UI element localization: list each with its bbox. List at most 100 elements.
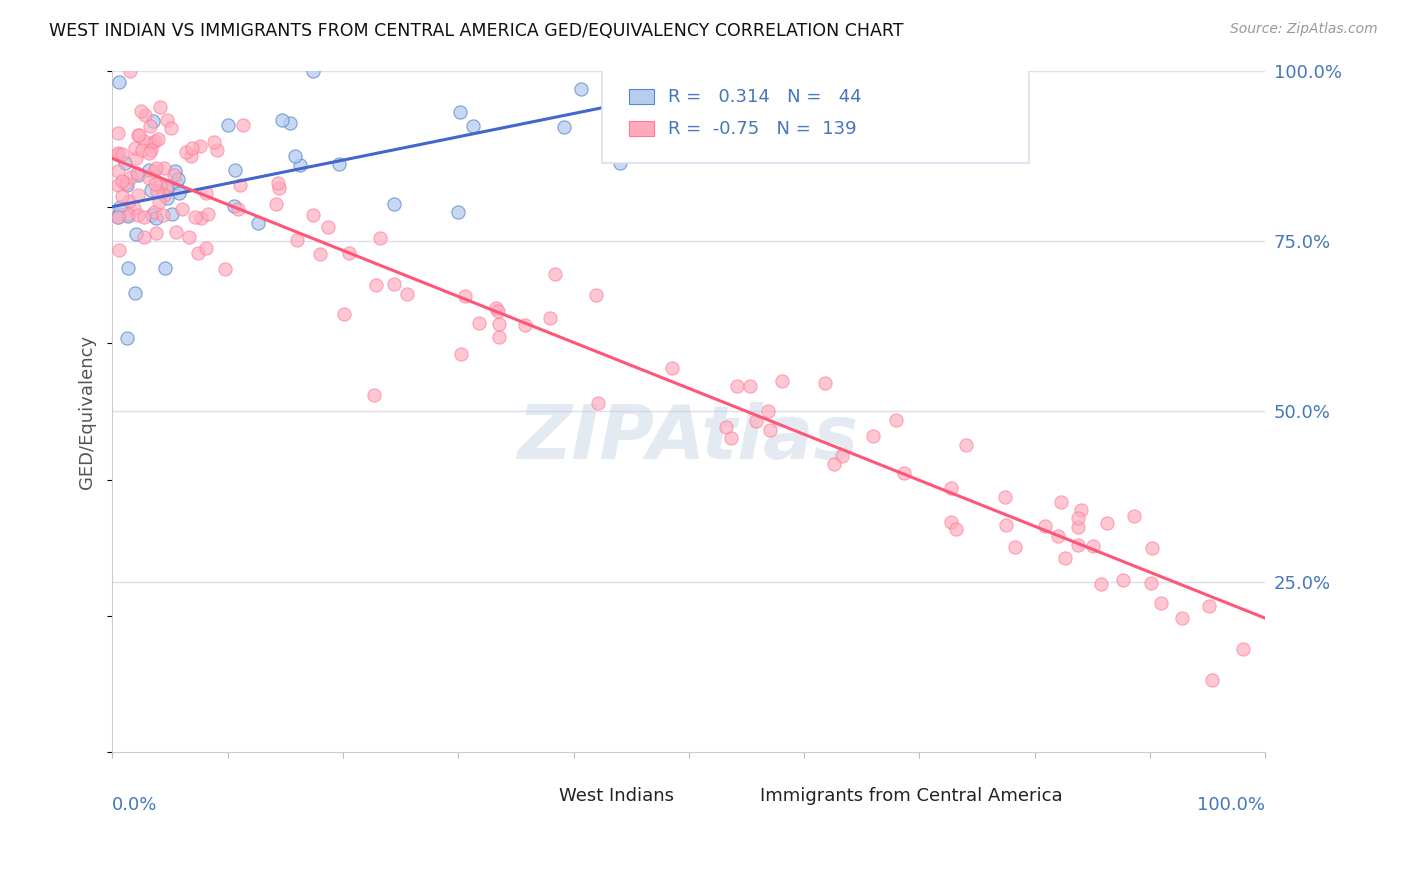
- Text: Immigrants from Central America: Immigrants from Central America: [761, 787, 1063, 805]
- Point: [117, 209, 139, 223]
- Point: [955, 438, 977, 452]
- Point: [117, 207, 139, 221]
- Point: [308, 246, 330, 260]
- Point: [122, 201, 145, 215]
- Point: [165, 225, 187, 239]
- Point: [488, 330, 510, 344]
- Point: [139, 120, 162, 134]
- Point: [194, 186, 217, 200]
- Point: [155, 180, 177, 194]
- Point: [339, 245, 361, 260]
- Point: [107, 163, 129, 178]
- Point: [467, 316, 489, 330]
- Point: [606, 92, 628, 106]
- Point: [214, 261, 236, 276]
- Point: [284, 148, 307, 162]
- Point: [1139, 575, 1161, 590]
- Point: [831, 449, 853, 463]
- Point: [1090, 577, 1112, 591]
- Point: [152, 161, 174, 176]
- Point: [156, 191, 179, 205]
- Point: [333, 307, 356, 321]
- Point: [187, 246, 209, 260]
- Point: [117, 261, 139, 276]
- Point: [142, 205, 165, 219]
- Bar: [628, 121, 654, 136]
- Point: [176, 145, 198, 160]
- Point: [893, 466, 915, 480]
- Point: [107, 127, 129, 141]
- Point: [862, 428, 884, 442]
- Point: [205, 143, 228, 157]
- Point: [1140, 541, 1163, 556]
- Point: [143, 164, 166, 178]
- Point: [217, 119, 239, 133]
- Point: [486, 304, 509, 318]
- Point: [180, 141, 202, 155]
- Point: [278, 115, 301, 129]
- Point: [143, 134, 166, 148]
- Point: [823, 457, 845, 471]
- Point: [1122, 509, 1144, 524]
- Point: [267, 176, 290, 190]
- Point: [138, 162, 160, 177]
- Point: [1232, 642, 1254, 657]
- Point: [1050, 494, 1073, 508]
- Point: [714, 420, 737, 434]
- Point: [152, 208, 174, 222]
- Point: [167, 186, 190, 200]
- Point: [814, 376, 837, 390]
- Point: [127, 128, 149, 142]
- Point: [134, 230, 156, 244]
- Point: [115, 177, 138, 191]
- Point: [1033, 519, 1056, 533]
- Point: [107, 210, 129, 224]
- Point: [939, 481, 962, 495]
- Point: [395, 286, 418, 301]
- Point: [1170, 611, 1192, 625]
- Point: [190, 211, 212, 225]
- Point: [1201, 673, 1223, 687]
- Point: [143, 177, 166, 191]
- Point: [271, 113, 294, 128]
- Text: R =   0.314   N =   44: R = 0.314 N = 44: [668, 88, 862, 106]
- Point: [569, 82, 592, 96]
- Point: [108, 243, 131, 257]
- Point: [132, 134, 155, 148]
- Point: [328, 156, 350, 170]
- Point: [111, 189, 134, 203]
- Point: [139, 143, 162, 157]
- Point: [115, 178, 138, 192]
- Point: [316, 220, 339, 235]
- Point: [111, 146, 134, 161]
- Point: [153, 260, 176, 275]
- Point: [226, 202, 249, 217]
- Point: [131, 103, 153, 118]
- Point: [264, 196, 287, 211]
- Point: [127, 188, 149, 202]
- Point: [939, 516, 962, 530]
- Point: [149, 179, 172, 194]
- Point: [884, 413, 907, 427]
- Point: [145, 227, 167, 241]
- Point: [107, 145, 129, 160]
- Point: [363, 388, 385, 402]
- Point: [1112, 574, 1135, 588]
- Point: [183, 210, 205, 224]
- Point: [287, 233, 309, 247]
- Point: [1095, 516, 1118, 530]
- Text: Source: ZipAtlas.com: Source: ZipAtlas.com: [1230, 22, 1378, 37]
- Point: [107, 178, 129, 192]
- Text: West Indians: West Indians: [558, 787, 673, 805]
- Point: [447, 205, 470, 219]
- Point: [224, 162, 246, 177]
- Point: [661, 360, 683, 375]
- Point: [125, 151, 148, 165]
- Point: [1066, 520, 1088, 534]
- Point: [145, 211, 167, 225]
- Point: [125, 227, 148, 242]
- Point: [1081, 539, 1104, 553]
- Point: [370, 231, 392, 245]
- Point: [155, 180, 177, 194]
- Point: [160, 207, 183, 221]
